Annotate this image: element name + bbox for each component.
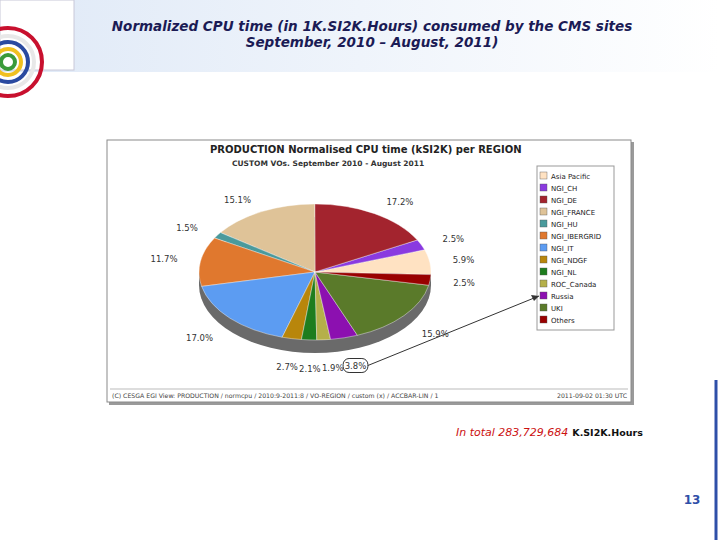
legend-label: NGI_IT (551, 245, 574, 253)
pie-slice (315, 272, 431, 285)
data-label: 1.9% (322, 363, 344, 373)
data-label: 17.0% (186, 333, 213, 343)
legend-label: NGI_HU (551, 221, 578, 229)
pie-slice (315, 204, 418, 272)
total-text: In total 283,729,684 (456, 426, 568, 439)
legend-box (537, 166, 614, 330)
chart-subtitle: CUSTOM VOs. September 2010 - August 2011 (232, 159, 424, 168)
side-rule (715, 380, 718, 540)
legend-label: Others (551, 317, 575, 325)
legend-label: ROC_Canada (551, 281, 596, 289)
chart-timestamp: 2011-09-02 01:30 UTC (557, 392, 627, 399)
legend-label: NGI_IBERGRID (551, 233, 601, 241)
legend-swatch (540, 196, 547, 203)
pie-slice (301, 272, 316, 340)
data-label: 2.1% (299, 364, 321, 374)
data-label: 15.1% (224, 195, 251, 205)
legend-swatch (540, 208, 547, 215)
legend-swatch (540, 268, 547, 275)
legend: Asia Pacific NGI_CH NGI_DE NGI_FRANCE NGI_HU… (537, 166, 614, 330)
legend-label: Asia Pacific (551, 173, 590, 181)
arrow-head (531, 295, 539, 301)
logo-ring (0, 42, 28, 82)
pie-slices (199, 204, 431, 340)
legend-swatch (540, 292, 547, 299)
legend-label: NGI_DE (551, 197, 577, 205)
legend-swatch (540, 256, 547, 263)
data-label: 2.7% (276, 362, 298, 372)
slide-title: Normalized CPU time (in 1K.SI2K.Hours) c… (112, 18, 632, 34)
legend-label: NGI_NDGF (551, 257, 587, 265)
legend-swatch (540, 304, 547, 311)
slide: Normalized CPU time (in 1K.SI2K.Hours) c… (0, 0, 720, 540)
data-label: 1.5% (176, 223, 198, 233)
legend-swatch (540, 232, 547, 239)
chart-frame (107, 140, 631, 402)
slide-title: September, 2010 – August, 2011) (246, 34, 499, 50)
data-label: 17.2% (386, 197, 413, 207)
legend-swatch (540, 172, 547, 179)
footer-rule (110, 389, 628, 390)
page-number: 13 (684, 493, 701, 507)
chart-title: PRODUCTION Normalised CPU time (kSI2K) p… (210, 144, 522, 155)
legend-swatch (540, 244, 547, 251)
data-label: 3.8% (345, 361, 367, 371)
legend-swatch (540, 280, 547, 287)
data-label: 11.7% (150, 254, 177, 264)
highlight-arrow (368, 296, 539, 366)
legend-swatch (540, 220, 547, 227)
legend-swatch (540, 316, 547, 323)
logo-ring (1, 55, 15, 69)
chart-credit: (C) CESGA EGI View: PRODUCTION / normcpu… (112, 392, 438, 400)
highlight-ring (343, 359, 368, 373)
total-unit: K.SI2K.Hours (572, 427, 643, 438)
data-label: 2.5% (443, 234, 465, 244)
legend-label: Russia (551, 293, 574, 301)
logo-ring (0, 28, 42, 96)
logo-ring (0, 36, 34, 88)
header-band (0, 0, 720, 72)
data-label: 5.9% (453, 255, 475, 265)
logo (0, 0, 74, 96)
legend-swatch (540, 184, 547, 191)
legend-label: UKI (551, 305, 563, 313)
legend-label: NGI_NL (551, 269, 576, 277)
logo-ring (0, 49, 21, 75)
legend-label: NGI_CH (551, 185, 577, 193)
data-label: 2.5% (453, 278, 475, 288)
legend-label: NGI_FRANCE (551, 209, 595, 217)
